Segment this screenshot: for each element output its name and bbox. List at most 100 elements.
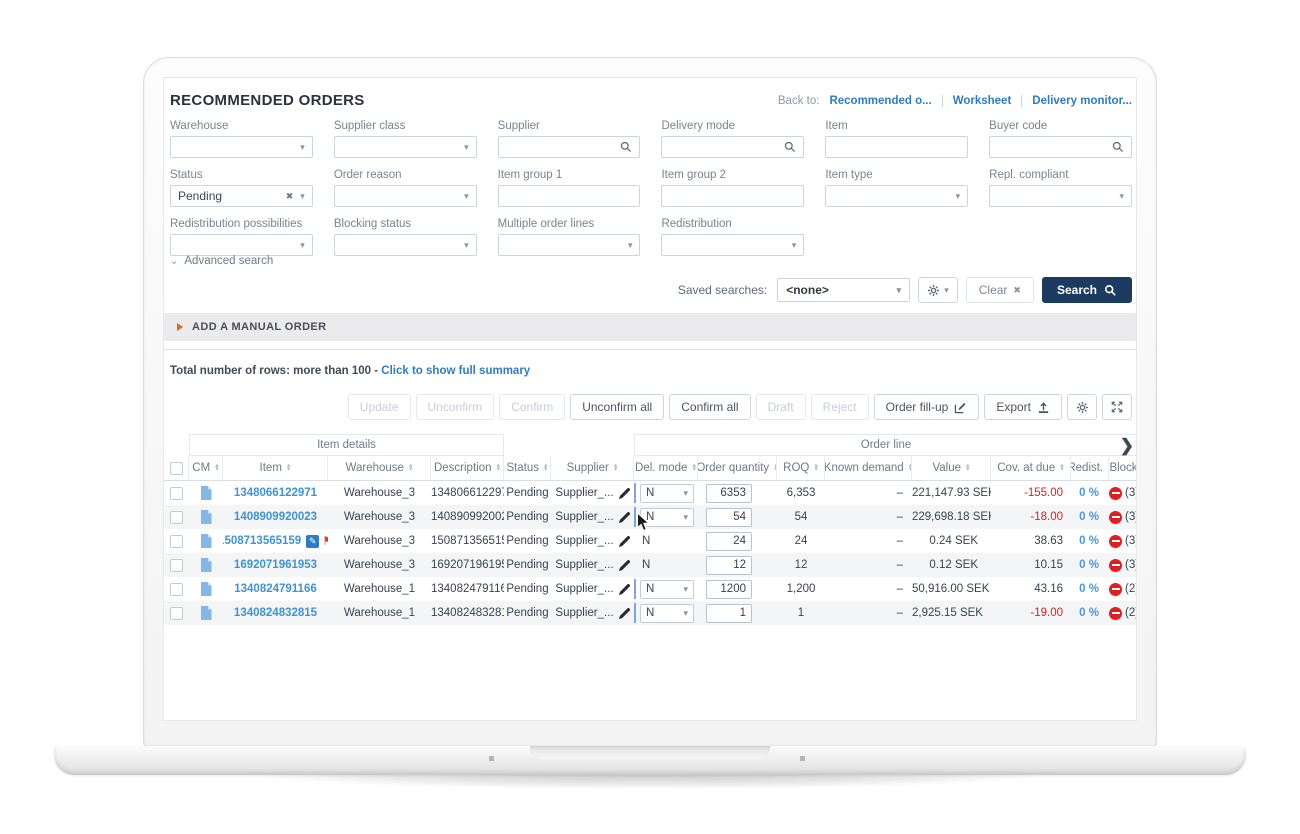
clear-icon[interactable]: ✖ [285,190,294,201]
col-status[interactable]: Status ▴ ▾ [504,456,551,480]
item-link[interactable]: 1340824832815 [233,607,318,619]
col-cov-at-due[interactable]: Cov. at due ▴ ▾ [991,456,1071,480]
row-checkbox[interactable] [170,486,183,500]
back-link-delivery-monitor[interactable]: Delivery monitor... [1032,94,1132,107]
redist-link[interactable]: 0 % [1079,511,1099,523]
row-checkbox[interactable] [170,558,183,572]
warehouse-select[interactable]: ▾ [170,136,313,158]
item-link[interactable]: 1408909920023 [233,511,318,523]
cm-cell[interactable] [189,558,223,572]
col-cm[interactable]: CM ▴ ▾ [189,456,223,480]
order-reason-select[interactable]: ▾ [333,185,477,207]
col-value[interactable]: Value ▴ ▾ [912,456,991,480]
col-supplier[interactable]: Supplier ▴ ▾ [551,456,634,480]
item-link[interactable]: 1348066122971 [233,487,318,499]
row-checkbox[interactable] [170,582,183,596]
supplier-cell[interactable]: Supplier_... [551,583,634,595]
del-mode-select[interactable]: N ▾ [640,603,694,623]
supplier-cell[interactable]: Supplier_... [551,607,634,619]
draft-button[interactable]: Draft [755,394,806,420]
order-quantity-input[interactable] [706,483,752,503]
redist-link[interactable]: 0 % [1079,559,1099,571]
table-row[interactable]: 1348066122971 Warehouse_3 1348066122971 … [164,481,1136,505]
update-button[interactable]: Update [347,394,411,420]
item-group-2-input[interactable] [661,185,805,207]
table-row[interactable]: 1340824791166 Warehouse_1 1340824791166 … [164,577,1136,601]
order-quantity-input[interactable] [706,531,752,551]
table-row[interactable]: 1508713565159 ✎ ⚑ Warehouse_3 1508713565… [164,529,1136,553]
order-quantity-input[interactable] [706,507,752,527]
item-type-select[interactable]: ▾ [825,185,969,207]
supplier-class-select[interactable]: ▾ [333,136,477,158]
col-order-quantity[interactable]: Order quantity▴▾ [698,456,777,480]
pencil-icon[interactable] [618,511,630,523]
col-roq[interactable]: ROQ ▴ ▾ [777,456,825,480]
clear-button[interactable]: Clear ✖ [965,277,1034,303]
cm-cell[interactable] [189,534,223,548]
row-checkbox[interactable] [170,606,183,620]
supplier-search-input[interactable] [497,136,641,158]
reject-button[interactable]: Reject [810,394,869,420]
redist-link[interactable]: 0 % [1079,535,1099,547]
fullscreen-button[interactable] [1102,394,1132,420]
redistribution-possibilities-select[interactable]: ▾ [170,234,313,256]
item-input[interactable] [825,136,969,158]
col-del-mode[interactable]: Del. mode ▴ ▾ [634,456,698,480]
order-fill-up-button[interactable]: Order fill-up [873,394,980,420]
item-link[interactable]: 1692071961953 [233,559,318,571]
add-manual-order-toggle[interactable]: ADD A MANUAL ORDER [164,313,1136,341]
redist-link[interactable]: 0 % [1079,607,1099,619]
show-full-summary-link[interactable]: Click to show full summary [381,365,531,377]
multiple-order-lines-select[interactable]: ▾ [497,234,641,256]
pencil-icon[interactable] [618,559,630,571]
order-quantity-input[interactable] [706,603,752,623]
del-mode-select[interactable]: N ▾ [640,483,694,503]
item-link[interactable]: 1508713565159 [223,535,302,547]
redist-link[interactable]: 0 % [1079,583,1099,595]
row-checkbox[interactable] [170,534,183,548]
table-row[interactable]: 1692071961953 Warehouse_3 1692071961953 … [164,553,1136,577]
redistribution-select[interactable]: ▾ [661,234,805,256]
col-item[interactable]: Item ▴ ▾ [223,456,328,480]
status-select[interactable]: Pending ✖ ▾ [170,185,313,207]
cm-cell[interactable] [189,486,223,500]
order-quantity-input[interactable] [706,579,752,599]
unconfirm-button[interactable]: Unconfirm [415,394,495,420]
delivery-mode-search-input[interactable] [661,136,805,158]
supplier-cell[interactable]: Supplier_... [551,511,634,523]
supplier-cell[interactable]: Supplier_... [551,535,634,547]
pencil-icon[interactable] [618,607,630,619]
cm-cell[interactable] [189,606,223,620]
edit-badge-icon[interactable]: ✎ [306,534,320,548]
unconfirm-all-button[interactable]: Unconfirm all [570,394,665,420]
select-all-checkbox[interactable] [169,461,183,475]
table-row[interactable]: 1408909920023 Warehouse_3 1408909920023 … [164,505,1136,529]
confirm-all-button[interactable]: Confirm all [669,394,751,420]
col-known-demand[interactable]: Known demand ▴ ▾ [825,456,912,480]
supplier-cell[interactable]: Supplier_... [551,559,634,571]
del-mode-select[interactable]: N ▾ [640,507,694,527]
cm-cell[interactable] [189,510,223,524]
confirm-button[interactable]: Confirm [499,394,566,420]
del-mode-select[interactable]: N ▾ [640,579,694,599]
pencil-icon[interactable] [618,583,630,595]
back-link-worksheet[interactable]: Worksheet [952,94,1012,107]
export-button[interactable]: Export [984,394,1062,420]
cm-cell[interactable] [189,582,223,596]
col-description[interactable]: Description ▴ ▾ [431,456,504,480]
row-checkbox[interactable] [170,510,183,524]
order-quantity-input[interactable] [706,555,752,575]
col-block[interactable]: Block [1109,462,1137,474]
item-link[interactable]: 1340824791166 [234,583,317,595]
repl-compliant-select[interactable]: ▾ [989,185,1132,207]
col-redist[interactable]: Redist.▴▾ [1071,456,1109,480]
col-warehouse[interactable]: Warehouse ▴ ▾ [328,456,431,480]
blocking-status-select[interactable]: ▾ [333,234,477,256]
pencil-icon[interactable] [618,487,630,499]
item-group-1-input[interactable] [497,185,641,207]
supplier-cell[interactable]: Supplier_... [551,487,634,499]
search-settings-button[interactable]: ▾ [918,277,958,303]
table-row[interactable]: 1340824832815 Warehouse_1 1340824832815 … [164,601,1136,625]
buyer-code-search-input[interactable] [989,136,1132,158]
advanced-search-toggle[interactable]: ⌄ Advanced search [170,255,273,267]
